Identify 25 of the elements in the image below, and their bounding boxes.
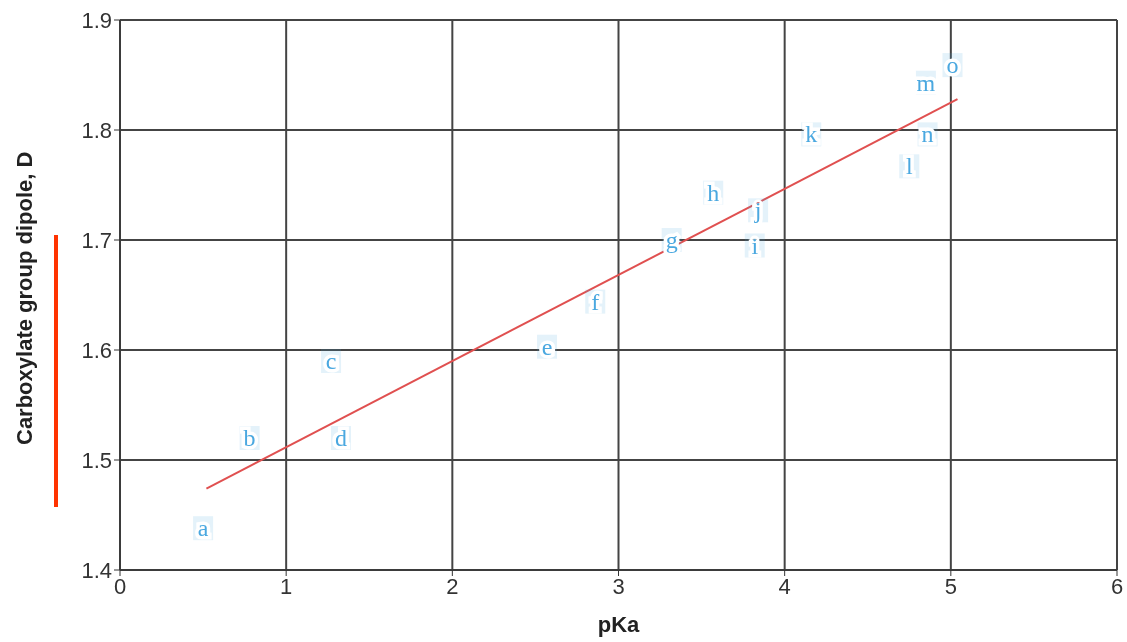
y-axis-title: Carboxylate group dipole, D [11, 151, 37, 445]
x-tick-label: 5 [944, 573, 957, 599]
data-label: h [707, 179, 720, 206]
data-label: a [197, 515, 209, 542]
x-tick-label: 3 [612, 573, 625, 599]
data-label: j [753, 197, 762, 224]
data-label: b [243, 425, 256, 451]
y-tick-label: 1.6 [81, 337, 112, 363]
data-label: c [325, 348, 337, 374]
x-axis-title: pKa [597, 612, 641, 637]
x-tick-label: 6 [1110, 573, 1124, 599]
x-tick-label: 2 [446, 573, 459, 599]
data-label: f [591, 288, 600, 315]
x-tick-label: 4 [778, 573, 791, 599]
data-label: d [335, 425, 347, 451]
y-tick-label: 1.7 [81, 227, 112, 253]
data-label: m [916, 69, 936, 96]
y-tick-label: 1.5 [81, 447, 112, 473]
y-tick-label: 1.8 [81, 117, 112, 143]
data-label: n [921, 121, 934, 148]
y-tick-label: 1.9 [81, 7, 112, 33]
y-tick-label: 1.4 [81, 557, 112, 583]
data-label: l [905, 153, 913, 180]
x-tick-label: 0 [113, 573, 127, 599]
x-tick-label: 1 [280, 573, 293, 599]
